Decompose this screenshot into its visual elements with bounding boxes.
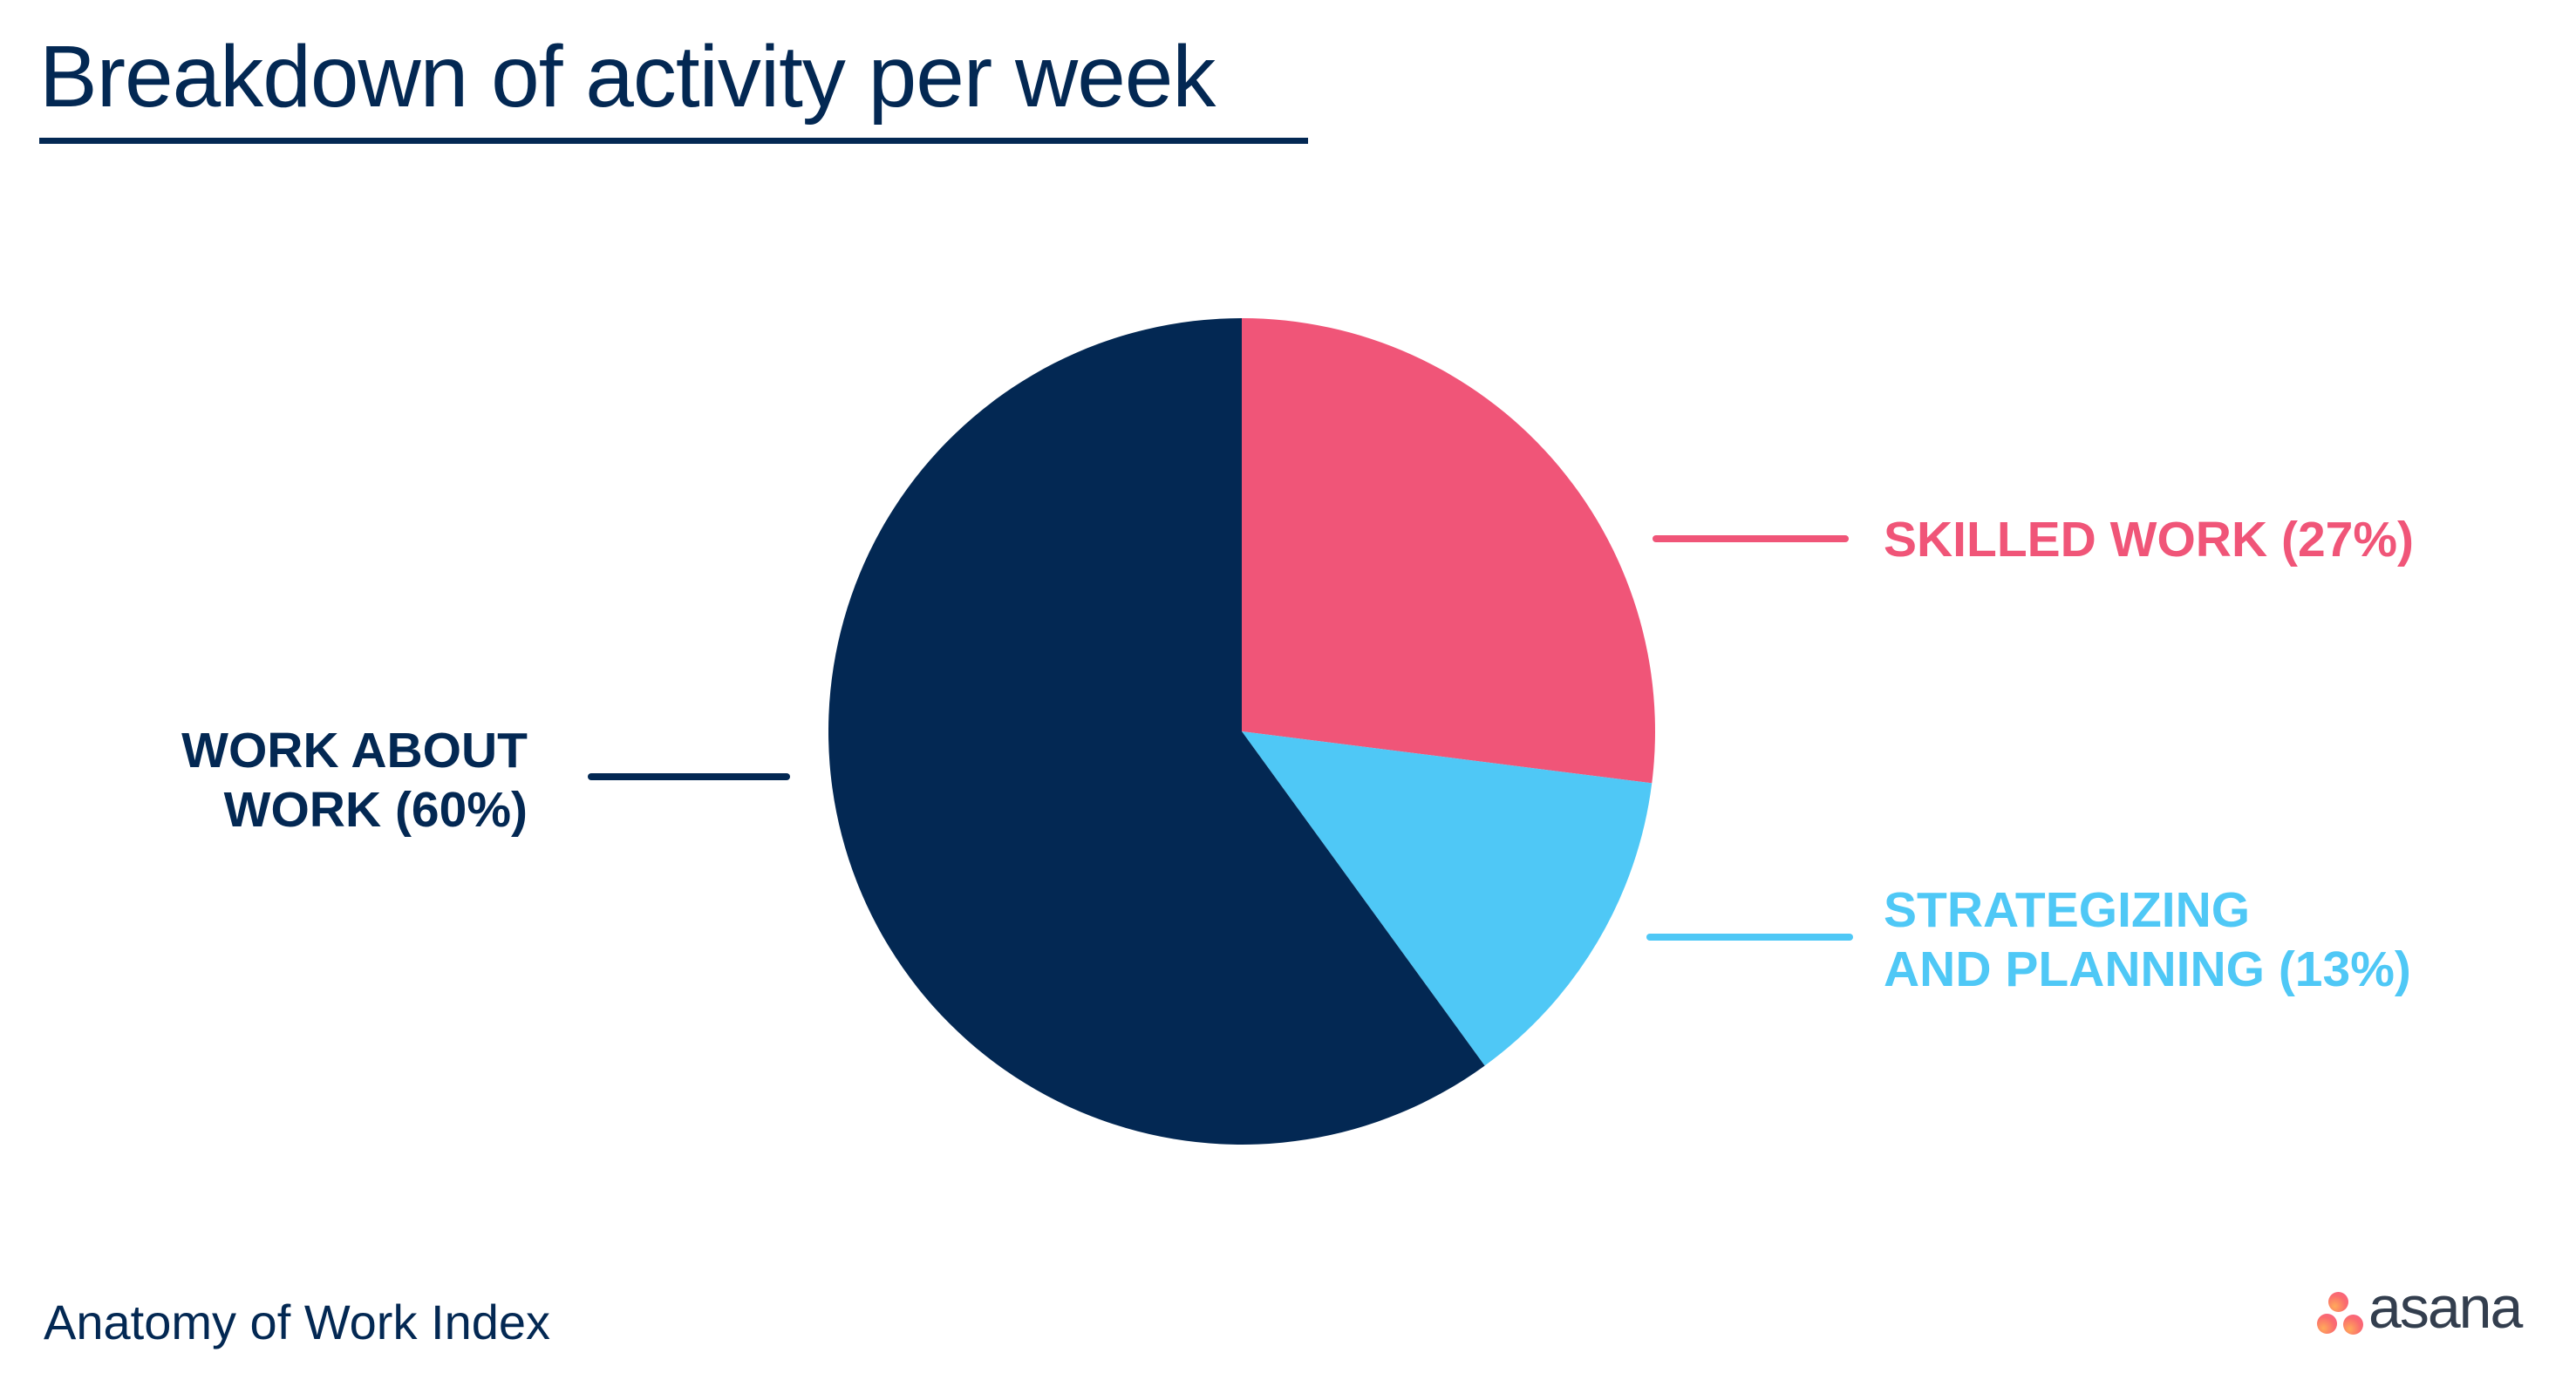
pie-slice-strategizing-and-planning [1242, 731, 1653, 1066]
skilled-work-leader-line [1653, 535, 1849, 542]
strategizing-label-line1: STRATEGIZING [1884, 882, 2251, 938]
strategizing-leader-line [1646, 934, 1853, 941]
pie-slice-skilled-work [1242, 318, 1655, 784]
skilled-work-label: SKILLED WORK (27%) [1884, 510, 2414, 569]
strategizing-label: STRATEGIZING AND PLANNING (13%) [1884, 880, 2411, 999]
work-about-work-label: WORK ABOUT WORK (60%) [179, 721, 528, 839]
work-about-work-leader-line [588, 773, 790, 780]
source-label: Anatomy of Work Index [44, 1295, 550, 1349]
work-about-work-label-line2: WORK (60%) [223, 782, 528, 838]
title-underline [39, 138, 1308, 144]
asana-logo-dot-right-icon [2343, 1315, 2363, 1335]
strategizing-label-line2: AND PLANNING (13%) [1884, 941, 2411, 997]
pie-slice-work-about-work [828, 318, 1485, 1145]
asana-logo: asana [2311, 1273, 2546, 1342]
work-about-work-label-line1: WORK ABOUT [181, 723, 528, 778]
skilled-work-label-line1: SKILLED WORK (27%) [1884, 512, 2415, 568]
asana-logo-dot-top-icon [2328, 1292, 2348, 1312]
page-title: Breakdown of activity per week [39, 28, 1216, 126]
pie-chart [828, 318, 1655, 1145]
asana-logo-dot-left-icon [2317, 1314, 2337, 1334]
asana-wordmark: asana [2368, 1274, 2523, 1341]
